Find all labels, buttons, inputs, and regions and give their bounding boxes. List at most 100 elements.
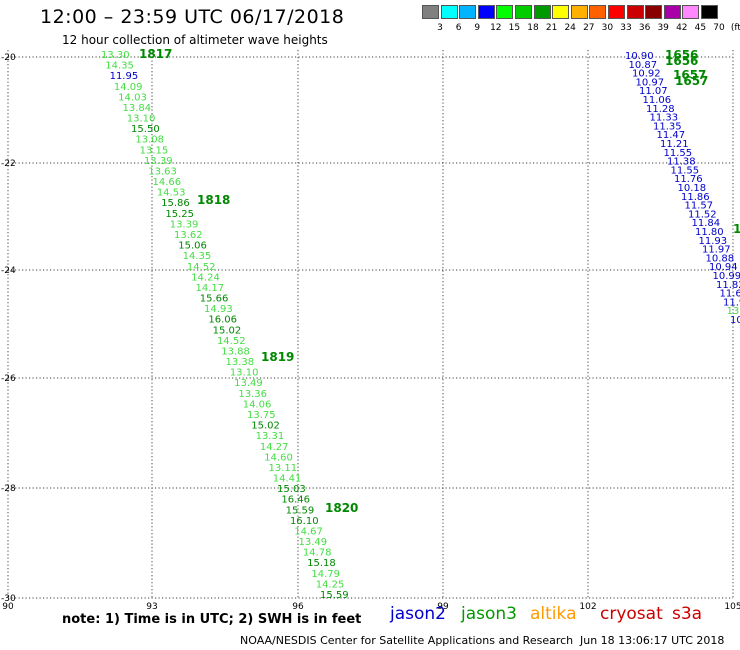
wave-height-value: 13.10 <box>127 114 156 125</box>
wave-height-value: 13.30 <box>101 50 130 61</box>
longitude-label: 105 <box>724 602 740 612</box>
mission-label-cryosat: cryosat <box>600 604 663 624</box>
wave-height-value: 11.06 <box>643 95 672 106</box>
scale-swatch <box>701 5 718 19</box>
graticule <box>7 50 734 599</box>
wave-height-value: 13.08 <box>135 135 164 146</box>
map-title: 12:00 – 23:59 UTC 06/17/2018 <box>40 6 345 28</box>
wave-height-value: 16.46 <box>281 495 310 506</box>
wave-height-value: 13.84 <box>122 103 151 114</box>
wave-height-value: 13.88 <box>221 346 250 357</box>
wave-height-value: 13.15 <box>140 145 169 156</box>
wave-height-value: 10.92 <box>632 69 661 80</box>
wave-height-value: 15.86 <box>161 198 190 209</box>
scale-label: 24 <box>564 23 576 33</box>
wave-height-value: 11.28 <box>646 104 675 115</box>
scale-label: 33 <box>620 23 632 33</box>
latitude-label: -24 <box>1 266 16 276</box>
wave-height-value: 14.60 <box>264 452 293 463</box>
wave-height-value: 11.52 <box>688 209 717 220</box>
wave-height-value: 11.21 <box>660 139 689 150</box>
scale-swatch <box>552 5 570 19</box>
scale-swatch <box>663 5 681 19</box>
scale-label: (ft) <box>730 23 740 33</box>
scale-label: 30 <box>601 23 614 33</box>
wave-height-value: 13.38 <box>226 357 255 368</box>
scale-label: 36 <box>638 23 651 33</box>
scale-swatch <box>626 5 644 19</box>
wave-height-value: 15.25 <box>165 209 194 220</box>
wave-height-value: 14.35 <box>183 251 212 262</box>
pass-time-label: 1656 <box>665 48 698 62</box>
wave-height-value: 13.62 <box>174 230 203 241</box>
wave-height-value: 14.52 <box>187 262 216 273</box>
wave-height-value: 10.94 <box>709 262 738 273</box>
wave-height-value: 14.24 <box>191 272 220 283</box>
wave-height-value: 11.9 <box>723 297 740 308</box>
scale-swatch <box>682 5 700 19</box>
scale-label: 27 <box>583 23 595 33</box>
scale-label: 6 <box>455 23 462 33</box>
wave-height-value: 13.63 <box>148 166 177 177</box>
scale-label: 42 <box>676 23 688 33</box>
scale-label: 39 <box>657 23 669 33</box>
pass-time-label: 1818 <box>197 193 230 207</box>
scale-label: 45 <box>694 23 707 33</box>
wave-height-value: 15.02 <box>213 325 242 336</box>
mission-label-jason3: jason3 <box>461 604 517 624</box>
wave-height-value: 11.76 <box>674 174 703 185</box>
wave-height-value: 13.75 <box>247 410 276 421</box>
scale-label: 18 <box>527 23 539 33</box>
wave-height-value: 11.62 <box>720 289 740 300</box>
scale-swatch <box>570 5 588 19</box>
wave-height-value: 13.31 <box>256 431 285 442</box>
wave-height-value: 14.53 <box>157 188 186 199</box>
latitude-label: -26 <box>1 374 16 384</box>
scale-swatch <box>496 5 514 19</box>
wave-height-value: 13.3 <box>727 306 740 317</box>
scale-label: 21 <box>545 23 558 33</box>
longitude-label: 90 <box>2 602 14 612</box>
wave-height-value: 15.02 <box>251 421 280 432</box>
scale-label: 12 <box>490 23 502 33</box>
wave-height-value: 13.10 <box>230 368 259 379</box>
mission-label-altika: altika <box>530 604 577 624</box>
wave-height-value: 11.55 <box>671 165 700 176</box>
scale-swatch <box>589 5 607 19</box>
wave-height-value: 11.80 <box>695 227 724 238</box>
wave-height-value: 15.06 <box>178 241 207 252</box>
scale-swatch <box>422 5 439 19</box>
longitude-label: 99 <box>437 602 449 612</box>
scale-swatch <box>608 5 625 19</box>
wave-height-value: 10.99 <box>713 271 740 282</box>
wave-height-value: 14.09 <box>114 82 143 93</box>
wave-height-value: 15.50 <box>131 124 160 135</box>
latitude-label: -20 <box>1 53 16 63</box>
longitude-label: 93 <box>146 602 157 612</box>
wave-height-value: 11.82 <box>716 280 740 291</box>
wave-height-value: 14.41 <box>273 474 302 485</box>
scale-label: 15 <box>508 23 521 33</box>
wave-height-value: 14.35 <box>105 61 134 72</box>
wave-height-value: 11.84 <box>692 218 721 229</box>
wave-height-value: 11.93 <box>699 236 728 247</box>
wave-height-value: 16.10 <box>290 516 319 527</box>
scale-label: 9 <box>474 23 481 33</box>
wave-height-value: 13.39 <box>170 219 199 230</box>
mission-label-s3a: s3a <box>672 604 703 624</box>
wave-height-value: 14.25 <box>316 579 345 590</box>
wave-height-value: 10. <box>730 315 740 326</box>
latitude-labels: -20 -22 -24 -26 -28 -30 <box>1 53 16 604</box>
scale-swatch <box>459 5 477 19</box>
wave-height-value: 10.97 <box>636 77 665 88</box>
wave-height-value: 10.18 <box>678 183 707 194</box>
wave-height-value: 15.03 <box>277 484 306 495</box>
mission-label-jason2: jason2 <box>390 604 446 624</box>
wave-height-value: 13.49 <box>234 378 263 389</box>
scale-swatch <box>515 5 532 19</box>
west-pass-track: 13.3014.3511.9514.0914.0313.8413.1015.50… <box>101 47 358 601</box>
wave-height-value: 11.47 <box>657 130 686 141</box>
longitude-labels: 90 93 96 99 102 105 <box>2 602 740 612</box>
scale-swatch <box>533 5 551 19</box>
